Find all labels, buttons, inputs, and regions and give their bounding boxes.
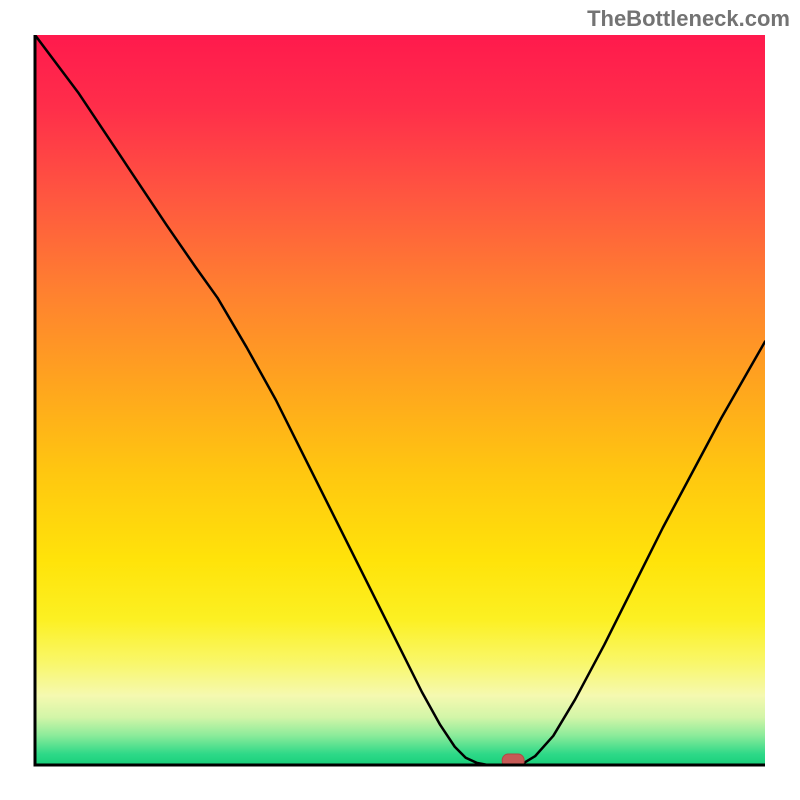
chart-container: TheBottleneck.com	[0, 0, 800, 800]
plot-area	[35, 35, 765, 767]
gradient-background	[35, 35, 765, 765]
bottleneck-chart	[0, 0, 800, 800]
watermark-text: TheBottleneck.com	[587, 6, 790, 32]
